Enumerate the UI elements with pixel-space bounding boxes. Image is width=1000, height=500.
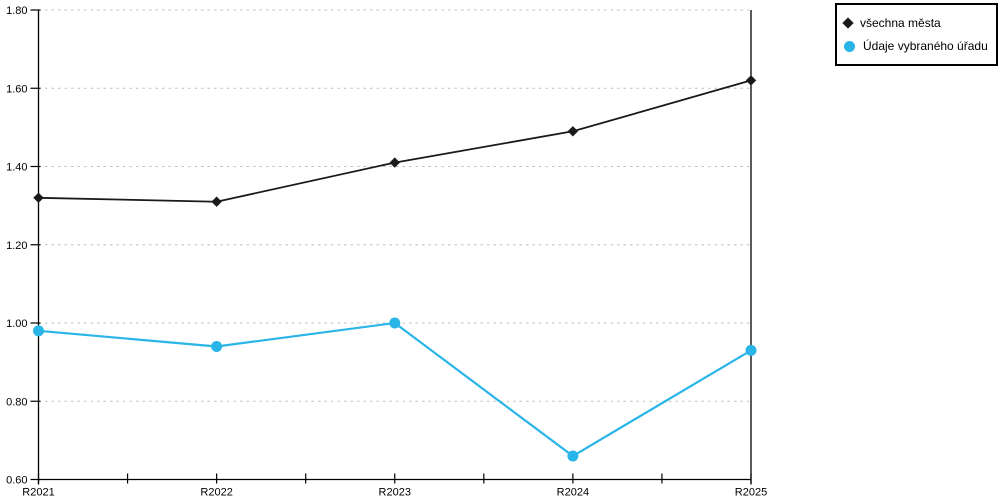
data-point-diamond <box>389 157 400 168</box>
x-tick-label: R2025 <box>735 487 767 499</box>
legend-item-all-cities: všechna města <box>842 16 996 30</box>
data-point-diamond <box>33 192 44 203</box>
data-point-diamond <box>211 196 222 207</box>
x-tick-label: R2024 <box>557 487 589 499</box>
y-tick-label: 0.80 <box>6 396 27 408</box>
legend-label-all-cities: všechna města <box>860 16 941 30</box>
data-point-circle <box>211 340 223 352</box>
y-tick-label: 1.00 <box>6 318 27 330</box>
data-point-diamond <box>567 126 579 137</box>
circle-marker-icon <box>844 40 855 52</box>
chart-legend: všechna města Údaje vybraného úřadu <box>835 3 998 66</box>
x-tick-label: R2023 <box>379 487 411 499</box>
x-tick-label: R2022 <box>200 487 232 499</box>
y-tick-label: 1.20 <box>6 240 27 252</box>
y-tick-label: 1.40 <box>6 162 27 174</box>
legend-label-selected-office: Údaje vybraného úřadu <box>863 39 988 53</box>
series-line-0 <box>38 79 752 203</box>
y-tick-label: 0.60 <box>6 475 27 487</box>
data-point-circle <box>389 317 401 329</box>
data-point-diamond <box>745 75 757 86</box>
diamond-marker-icon <box>842 17 854 29</box>
x-tick-label: R2021 <box>22 487 54 499</box>
y-tick-label: 1.80 <box>6 5 27 17</box>
series-line-1 <box>38 321 752 458</box>
y-tick-label: 1.60 <box>6 83 27 95</box>
legend-item-selected-office: Údaje vybraného úřadu <box>844 39 996 53</box>
data-point-circle <box>745 344 757 356</box>
data-point-circle <box>33 325 44 337</box>
data-point-circle <box>567 450 579 462</box>
